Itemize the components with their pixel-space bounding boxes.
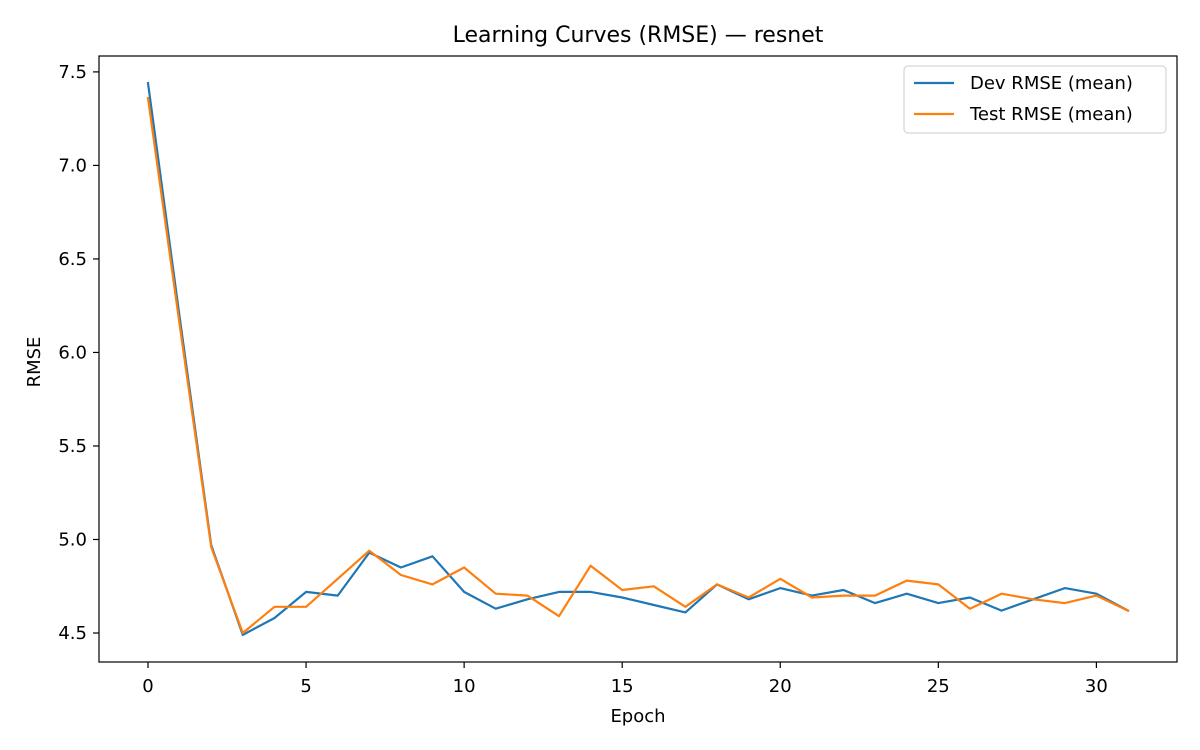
x-tick-label: 25 bbox=[927, 676, 950, 697]
legend: Dev RMSE (mean) Test RMSE (mean) bbox=[903, 65, 1167, 134]
legend-label-test: Test RMSE (mean) bbox=[969, 104, 1133, 125]
y-tick-label: 5.0 bbox=[58, 529, 87, 550]
y-tick-label: 7.0 bbox=[58, 155, 87, 176]
y-tick-label: 5.5 bbox=[58, 436, 87, 457]
x-tick-label: 0 bbox=[142, 676, 153, 697]
y-tick-label: 7.5 bbox=[58, 62, 87, 83]
y-tick-label: 6.0 bbox=[58, 342, 87, 363]
y-axis-label: RMSE bbox=[24, 337, 45, 388]
x-axis-label: Epoch bbox=[610, 706, 665, 727]
plot-frame bbox=[98, 55, 1178, 663]
x-tick-label: 30 bbox=[1085, 676, 1108, 697]
series-line-test bbox=[146, 96, 1130, 635]
chart-title: Learning Curves (RMSE) — resnet bbox=[453, 23, 824, 48]
x-tick-label: 20 bbox=[769, 676, 792, 697]
x-tick-label: 5 bbox=[300, 676, 311, 697]
legend-label-dev: Dev RMSE (mean) bbox=[970, 73, 1133, 94]
x-tick-label: 10 bbox=[453, 676, 476, 697]
y-tick-label: 6.5 bbox=[58, 249, 87, 270]
legend-box bbox=[903, 65, 1167, 134]
y-tick-label: 4.5 bbox=[58, 623, 87, 644]
x-tick-label: 15 bbox=[611, 676, 634, 697]
plot-area: 0 5 10 15 20 25 30 4.5 5.0 5.5 6.0 6.5 7.0 7.5 bbox=[58, 62, 1130, 697]
series-line-dev bbox=[146, 81, 1130, 637]
